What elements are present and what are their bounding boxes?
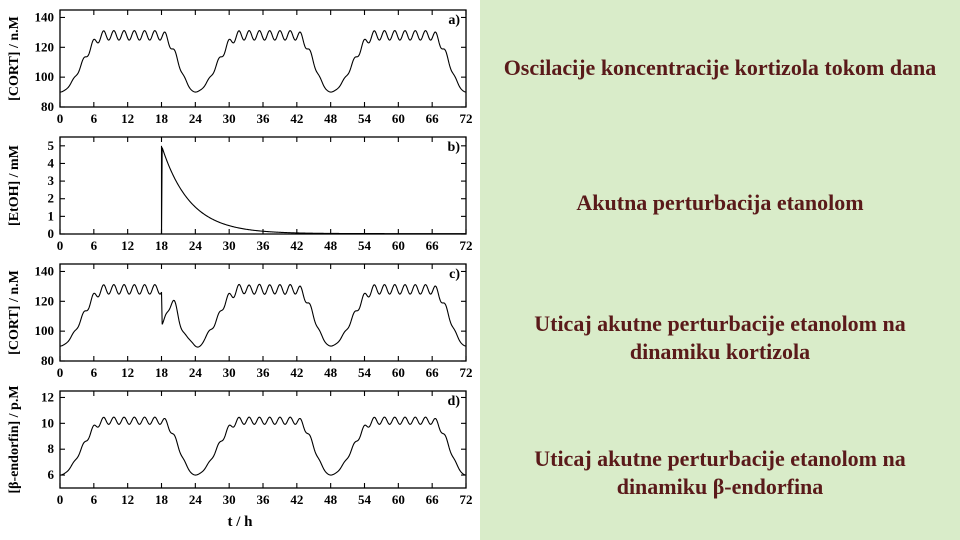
- chart-c: 80 100 120 140 0 6 12 18 24 30 36 42 48 54 60 66 72 [CORT…: [4, 258, 476, 385]
- svg-text:c): c): [449, 267, 460, 282]
- svg-text:30: 30: [223, 111, 236, 126]
- svg-text:0: 0: [57, 238, 64, 253]
- svg-text:60: 60: [392, 238, 405, 253]
- svg-text:6: 6: [91, 238, 98, 253]
- svg-text:24: 24: [189, 365, 203, 380]
- svg-text:80: 80: [41, 353, 54, 368]
- svg-text:18: 18: [155, 365, 169, 380]
- svg-text:54: 54: [358, 238, 372, 253]
- svg-text:36: 36: [257, 365, 271, 380]
- svg-text:66: 66: [426, 111, 440, 126]
- svg-text:[β-endorfin] / p.M: [β-endorfin] / p.M: [7, 385, 22, 493]
- svg-text:140: 140: [35, 9, 55, 24]
- svg-text:30: 30: [223, 492, 236, 507]
- svg-text:54: 54: [358, 492, 372, 507]
- svg-text:[CORT] / n.M: [CORT] / n.M: [7, 16, 22, 101]
- svg-text:42: 42: [290, 365, 303, 380]
- svg-text:36: 36: [257, 492, 271, 507]
- svg-text:36: 36: [257, 111, 271, 126]
- svg-text:48: 48: [324, 238, 338, 253]
- svg-text:140: 140: [35, 263, 55, 278]
- svg-text:48: 48: [324, 365, 338, 380]
- svg-text:30: 30: [223, 365, 236, 380]
- caption-c: Uticaj akutne perturbacije etanolom na d…: [480, 270, 960, 405]
- svg-text:2: 2: [48, 191, 55, 206]
- caption-d: Uticaj akutne perturbacije etanolom na d…: [480, 405, 960, 540]
- svg-text:0: 0: [57, 365, 64, 380]
- svg-text:42: 42: [290, 111, 303, 126]
- svg-text:6: 6: [91, 492, 98, 507]
- svg-text:3: 3: [48, 173, 55, 188]
- svg-text:d): d): [448, 394, 461, 409]
- svg-text:54: 54: [358, 111, 372, 126]
- svg-text:54: 54: [358, 365, 372, 380]
- svg-text:72: 72: [460, 111, 473, 126]
- svg-text:24: 24: [189, 111, 203, 126]
- svg-text:72: 72: [460, 238, 473, 253]
- svg-text:18: 18: [155, 238, 169, 253]
- svg-text:48: 48: [324, 492, 338, 507]
- svg-text:12: 12: [121, 111, 134, 126]
- svg-text:48: 48: [324, 111, 338, 126]
- svg-text:0: 0: [57, 111, 64, 126]
- svg-text:24: 24: [189, 238, 203, 253]
- svg-text:12: 12: [121, 365, 134, 380]
- svg-text:8: 8: [48, 441, 55, 456]
- svg-text:6: 6: [91, 365, 98, 380]
- svg-text:b): b): [448, 140, 461, 155]
- svg-text:42: 42: [290, 492, 303, 507]
- charts-column: 80100120140061218243036424854606672[CORT…: [0, 0, 480, 540]
- captions-column: Oscilacije koncentracije kortizola tokom…: [480, 0, 960, 540]
- x-axis-label: t / h: [4, 512, 476, 536]
- svg-text:4: 4: [48, 155, 55, 170]
- svg-text:5: 5: [48, 138, 55, 153]
- svg-text:1: 1: [48, 208, 55, 223]
- svg-text:12: 12: [41, 389, 54, 404]
- svg-text:72: 72: [460, 365, 473, 380]
- svg-text:18: 18: [155, 111, 169, 126]
- chart-b: 012345061218243036424854606672[EtOH] / m…: [4, 131, 476, 258]
- svg-text:66: 66: [426, 238, 440, 253]
- svg-text:0: 0: [48, 226, 55, 241]
- chart-a: 80 100 120 140 0 6 12 18 24 30 36 42 48 54 60 66 72 [CORT…: [4, 4, 476, 131]
- svg-text:120: 120: [35, 293, 55, 308]
- svg-text:60: 60: [392, 365, 405, 380]
- svg-text:72: 72: [460, 492, 473, 507]
- svg-text:66: 66: [426, 492, 440, 507]
- svg-text:6: 6: [91, 111, 98, 126]
- svg-text:12: 12: [121, 492, 134, 507]
- chart-d: 681012061218243036424854606672[β-endorfi…: [4, 385, 476, 512]
- svg-text:36: 36: [257, 238, 271, 253]
- svg-text:42: 42: [290, 238, 303, 253]
- svg-text:[EtOH] / mM: [EtOH] / mM: [7, 145, 22, 226]
- svg-text:66: 66: [426, 365, 440, 380]
- svg-text:12: 12: [121, 238, 134, 253]
- svg-text:10: 10: [41, 415, 54, 430]
- svg-text:60: 60: [392, 492, 405, 507]
- svg-text:[CORT] / n.M: [CORT] / n.M: [7, 270, 22, 355]
- svg-text:24: 24: [189, 492, 203, 507]
- svg-text:60: 60: [392, 111, 405, 126]
- caption-b: Akutna perturbacija etanolom: [480, 135, 960, 270]
- svg-text:a): a): [448, 13, 460, 28]
- svg-text:120: 120: [35, 39, 55, 54]
- svg-text:100: 100: [35, 69, 55, 84]
- svg-text:6: 6: [48, 467, 55, 482]
- svg-text:0: 0: [57, 492, 64, 507]
- svg-text:30: 30: [223, 238, 236, 253]
- caption-a: Oscilacije koncentracije kortizola tokom…: [480, 0, 960, 135]
- svg-text:18: 18: [155, 492, 169, 507]
- svg-text:100: 100: [35, 323, 55, 338]
- svg-text:80: 80: [41, 99, 54, 114]
